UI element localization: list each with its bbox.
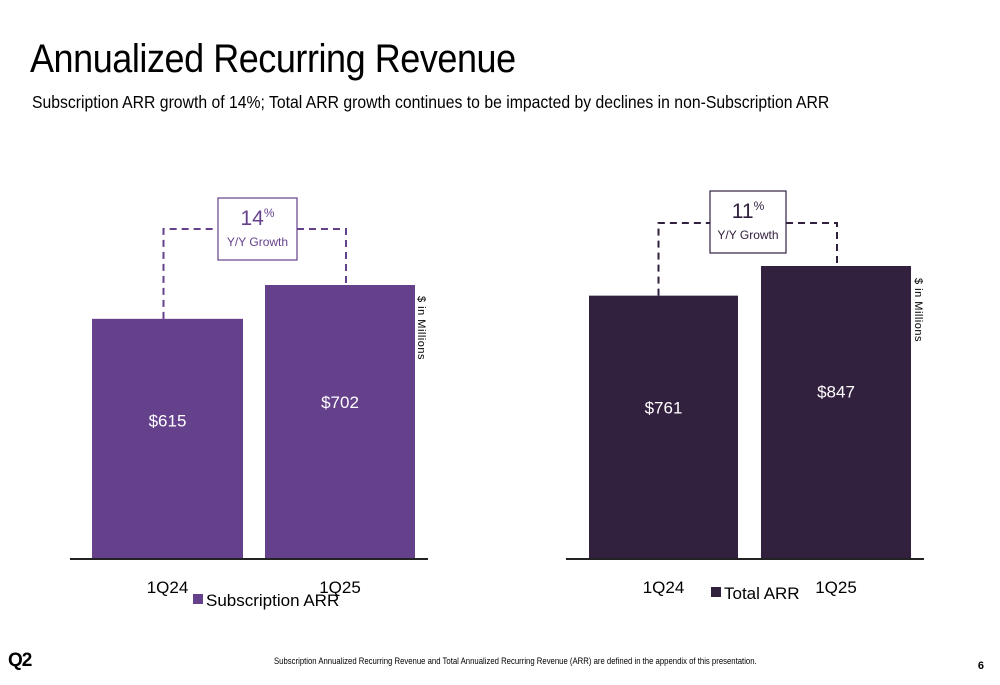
- growth-bracket-left: [657, 222, 710, 296]
- bar-1q25: [265, 285, 415, 558]
- x-tick-label: 1Q24: [643, 578, 685, 597]
- growth-bracket-right: [297, 228, 347, 285]
- x-tick-label: 1Q25: [815, 578, 857, 597]
- growth-box: [217, 197, 298, 261]
- page-subtitle: Subscription ARR growth of 14%; Total AR…: [32, 92, 830, 112]
- chart-1: $761 1Q24 $847 1Q25 11% Y/Y Growth $ in Millio…: [566, 190, 924, 603]
- growth-label: Y/Y Growth: [227, 235, 288, 249]
- x-tick-label: 1Q24: [147, 578, 189, 597]
- footnote: Subscription Annualized Recurring Revenu…: [274, 656, 757, 666]
- x-tick-label: 1Q25: [319, 578, 361, 597]
- bar-1q25: [761, 266, 911, 558]
- legend-label: Subscription ARR: [206, 591, 339, 610]
- legend-swatch: [711, 587, 721, 597]
- bar-1q24: [589, 295, 738, 558]
- bar-1q24: [92, 318, 243, 558]
- legend-label: Total ARR: [724, 584, 800, 603]
- q2-logo: Q2: [8, 650, 32, 671]
- page-title: Annualized Recurring Revenue: [30, 37, 516, 81]
- chart-0: $615 1Q24 $702 1Q25 14% Y/Y Growth $ in Millio…: [70, 197, 428, 610]
- growth-value: 11%: [732, 199, 765, 223]
- growth-box: [709, 190, 787, 254]
- legend-swatch: [193, 594, 203, 604]
- bar-value-label: $761: [645, 399, 683, 418]
- bar-value-label: $847: [817, 382, 855, 401]
- growth-label: Y/Y Growth: [717, 228, 778, 242]
- bar-value-label: $615: [149, 411, 187, 430]
- units-label: $ in Millions: [912, 278, 924, 342]
- units-label: $ in Millions: [415, 296, 427, 360]
- growth-value: 14%: [240, 206, 274, 230]
- growth-bracket-left: [162, 228, 218, 319]
- page-number: 6: [977, 660, 984, 672]
- bar-value-label: $702: [321, 393, 359, 412]
- growth-bracket-right: [786, 222, 838, 266]
